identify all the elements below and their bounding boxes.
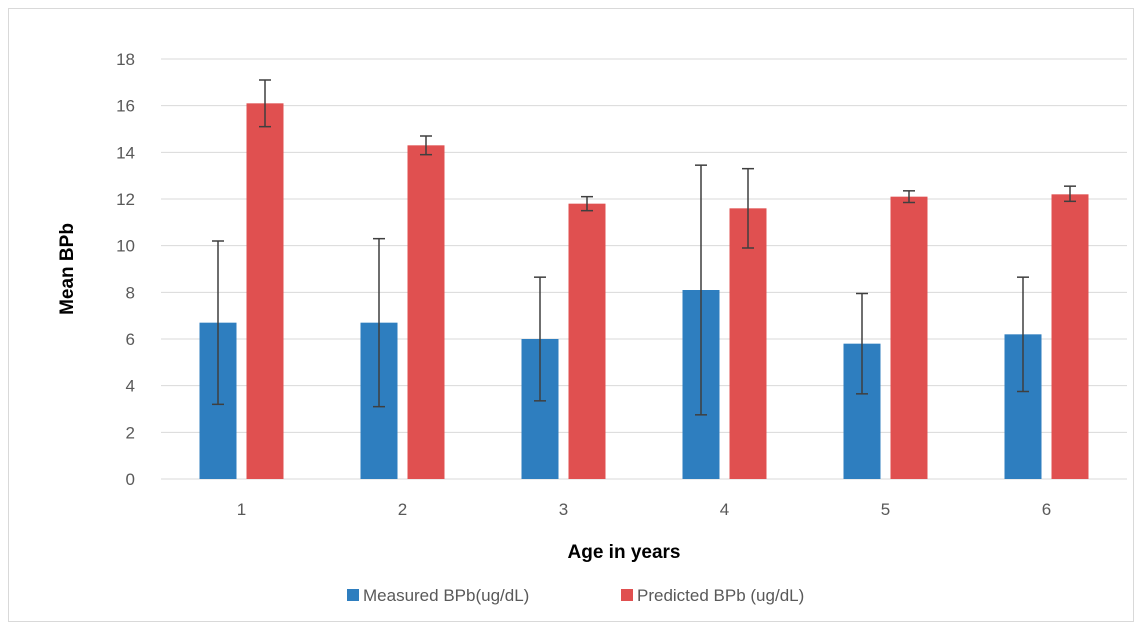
bar-predicted	[729, 208, 767, 480]
y-tick-label: 8	[126, 283, 135, 302]
legend-label-predicted: Predicted BPb (ug/dL)	[637, 586, 804, 605]
gridlines	[161, 58, 1127, 480]
legend-swatch-measured	[347, 589, 359, 601]
x-tick-label: 1	[237, 500, 246, 519]
x-axis-ticks: 1 2 3 4 5 6	[237, 500, 1051, 519]
y-tick-label: 12	[116, 190, 135, 209]
y-tick-label: 0	[126, 470, 135, 489]
y-axis-ticks: 0 2 4 6 8 10 12 14 16 18	[116, 50, 135, 489]
y-axis-title: Mean BPb	[57, 223, 78, 315]
y-tick-label: 18	[116, 50, 135, 69]
legend: Measured BPb(ug/dL) Predicted BPb (ug/dL)	[347, 586, 804, 605]
legend-swatch-predicted	[621, 589, 633, 601]
x-axis-title: Age in years	[568, 542, 681, 563]
x-tick-label: 2	[398, 500, 407, 519]
x-tick-label: 4	[720, 500, 729, 519]
x-tick-label: 5	[881, 500, 890, 519]
error-bars	[212, 79, 1076, 416]
y-tick-label: 16	[116, 97, 135, 116]
x-tick-label: 6	[1042, 500, 1051, 519]
y-tick-label: 14	[116, 143, 135, 162]
y-tick-label: 10	[116, 237, 135, 256]
bar-predicted	[568, 203, 606, 479]
y-tick-label: 4	[126, 377, 135, 396]
bar-predicted	[407, 145, 445, 480]
bar-predicted	[246, 103, 284, 479]
bar-predicted	[890, 196, 928, 479]
bar-predicted	[1051, 194, 1089, 480]
y-tick-label: 6	[126, 330, 135, 349]
legend-label-measured: Measured BPb(ug/dL)	[363, 586, 529, 605]
y-tick-label: 2	[126, 423, 135, 442]
bars	[199, 103, 1089, 480]
x-tick-label: 3	[559, 500, 568, 519]
